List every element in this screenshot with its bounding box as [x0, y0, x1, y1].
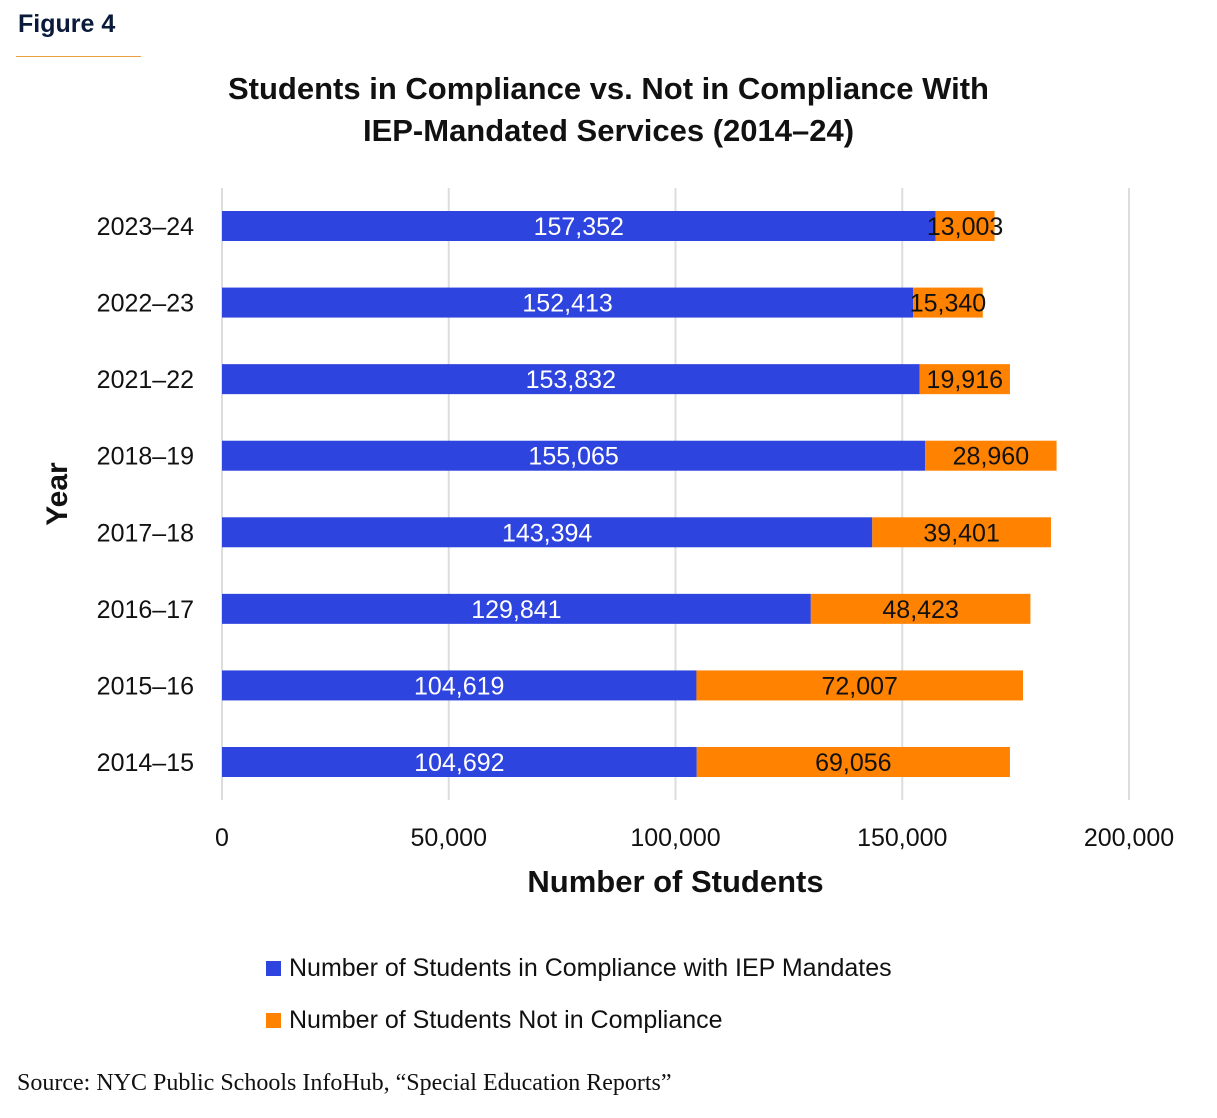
legend-label: Number of Students in Compliance with IE…: [289, 954, 892, 982]
bar-not-compliance: [696, 670, 1023, 701]
y-tick-label: 2015–16: [97, 672, 194, 700]
data-label: 13,003: [927, 213, 1003, 241]
chart-title-line-2: IEP-Mandated Services (2014–24): [362, 113, 855, 148]
figure-label-underline: [16, 56, 141, 57]
bar-not-compliance: [696, 747, 1010, 777]
data-label: 19,916: [927, 366, 1003, 394]
figure-label: Figure 4: [18, 10, 116, 38]
bar-compliance: [222, 287, 914, 318]
bar-compliance: [222, 364, 920, 395]
source-note: Source: NYC Public Schools InfoHub, “Spe…: [17, 1070, 672, 1096]
x-tick-label: 200,000: [1084, 824, 1174, 852]
bar-not-compliance: [919, 364, 1010, 395]
legend-item-compliance: Number of Students in Compliance with IE…: [266, 954, 892, 983]
x-tick-label: 50,000: [411, 824, 487, 852]
data-label: 104,619: [414, 672, 504, 700]
data-label: 153,832: [526, 366, 616, 394]
y-tick-label: 2022–23: [97, 290, 194, 318]
data-label: 143,394: [502, 519, 592, 547]
data-label: 15,340: [910, 290, 986, 318]
bar-compliance: [222, 211, 936, 241]
x-tick-label: 100,000: [630, 824, 720, 852]
y-tick-label: 2017–18: [97, 519, 194, 547]
data-label: 157,352: [534, 213, 624, 241]
legend-label: Number of Students Not in Compliance: [289, 1006, 723, 1034]
y-tick-label: 2016–17: [97, 596, 194, 624]
x-tick-label: 150,000: [857, 824, 947, 852]
chart-title-line-1: Students in Compliance vs. Not in Compli…: [227, 71, 989, 106]
y-axis-label: Year: [41, 462, 74, 526]
data-label: 155,065: [528, 443, 618, 471]
bar-compliance: [222, 517, 873, 548]
bar-compliance: [222, 593, 811, 624]
data-label: 72,007: [821, 672, 897, 700]
bar-not-compliance: [925, 440, 1057, 471]
bar-not-compliance: [935, 211, 995, 241]
legend-item-not-compliance: Number of Students Not in Compliance: [266, 1006, 723, 1035]
data-label: 48,423: [882, 596, 958, 624]
y-tick-label: 2018–19: [97, 443, 194, 471]
bar-not-compliance: [913, 287, 983, 318]
legend-swatch-compliance: [266, 961, 281, 976]
bar-compliance: [222, 747, 697, 777]
bar-not-compliance: [872, 517, 1051, 548]
data-label: 129,841: [471, 596, 561, 624]
y-tick-label: 2021–22: [97, 366, 194, 394]
data-label: 152,413: [522, 290, 612, 318]
chart-title: Students in Compliance vs. Not in Compli…: [0, 68, 1217, 152]
data-label: 69,056: [815, 749, 891, 777]
bar-compliance: [222, 440, 926, 471]
x-axis-label: Number of Students: [527, 864, 824, 899]
data-label: 28,960: [953, 443, 1029, 471]
bar-compliance: [222, 670, 697, 701]
legend-swatch-not-compliance: [266, 1013, 281, 1028]
y-tick-label: 2023–24: [97, 213, 194, 241]
y-tick-label: 2014–15: [97, 749, 194, 777]
x-tick-label: 0: [215, 824, 229, 852]
bar-not-compliance: [810, 593, 1031, 624]
data-label: 39,401: [923, 519, 999, 547]
data-label: 104,692: [414, 749, 504, 777]
